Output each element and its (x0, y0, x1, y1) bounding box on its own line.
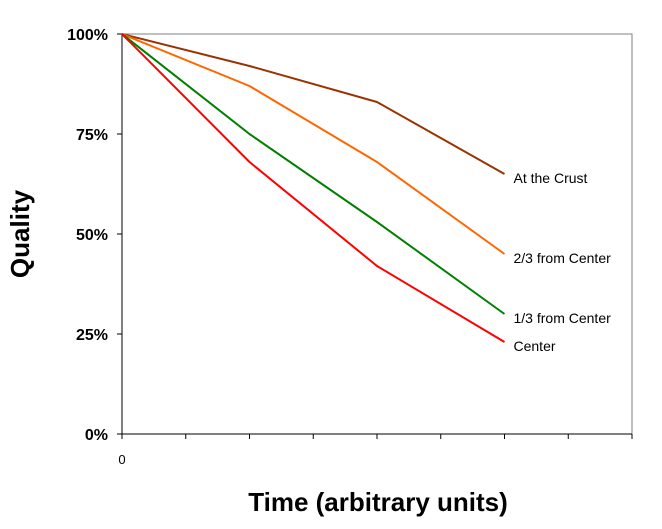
y-tick-label: 50% (76, 227, 108, 244)
x-tick-label: 0 (118, 452, 125, 467)
series-line-at-the-crust (121, 33, 505, 175)
series-label: Center (514, 338, 556, 354)
series-line-center (121, 33, 506, 343)
series-lines (121, 33, 506, 343)
y-axis-title: Quality (5, 189, 35, 278)
series-line-2-3-from-center (121, 33, 506, 255)
series-label: 1/3 from Center (514, 310, 612, 326)
series-label: 2/3 from Center (514, 250, 612, 266)
y-tick-label: 25% (76, 327, 108, 344)
x-axis-title: Time (arbitrary units) (248, 487, 508, 517)
x-ticks: 0 (118, 434, 633, 467)
y-tick-label: 0% (85, 427, 108, 444)
series-line-1-3-from-center (121, 33, 506, 315)
y-ticks: 0% 25% 50% 75% 100% (67, 27, 122, 444)
y-tick-label: 100% (67, 27, 108, 44)
series-labels: At the Crust 2/3 from Center 1/3 from Cent… (514, 170, 612, 354)
series-label: At the Crust (514, 170, 588, 186)
y-tick-label: 75% (76, 127, 108, 144)
